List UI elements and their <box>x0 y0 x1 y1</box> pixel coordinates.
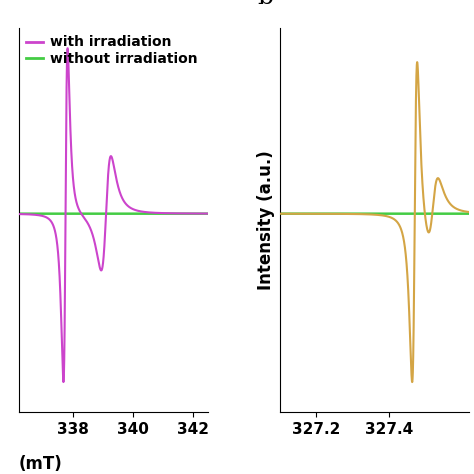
Y-axis label: Intensity (a.u.): Intensity (a.u.) <box>256 151 274 290</box>
Text: b: b <box>257 0 273 9</box>
Text: (mT): (mT) <box>19 455 63 473</box>
Text: M: M <box>473 455 474 473</box>
Legend: with irradiation, without irradiation: with irradiation, without irradiation <box>26 36 197 66</box>
